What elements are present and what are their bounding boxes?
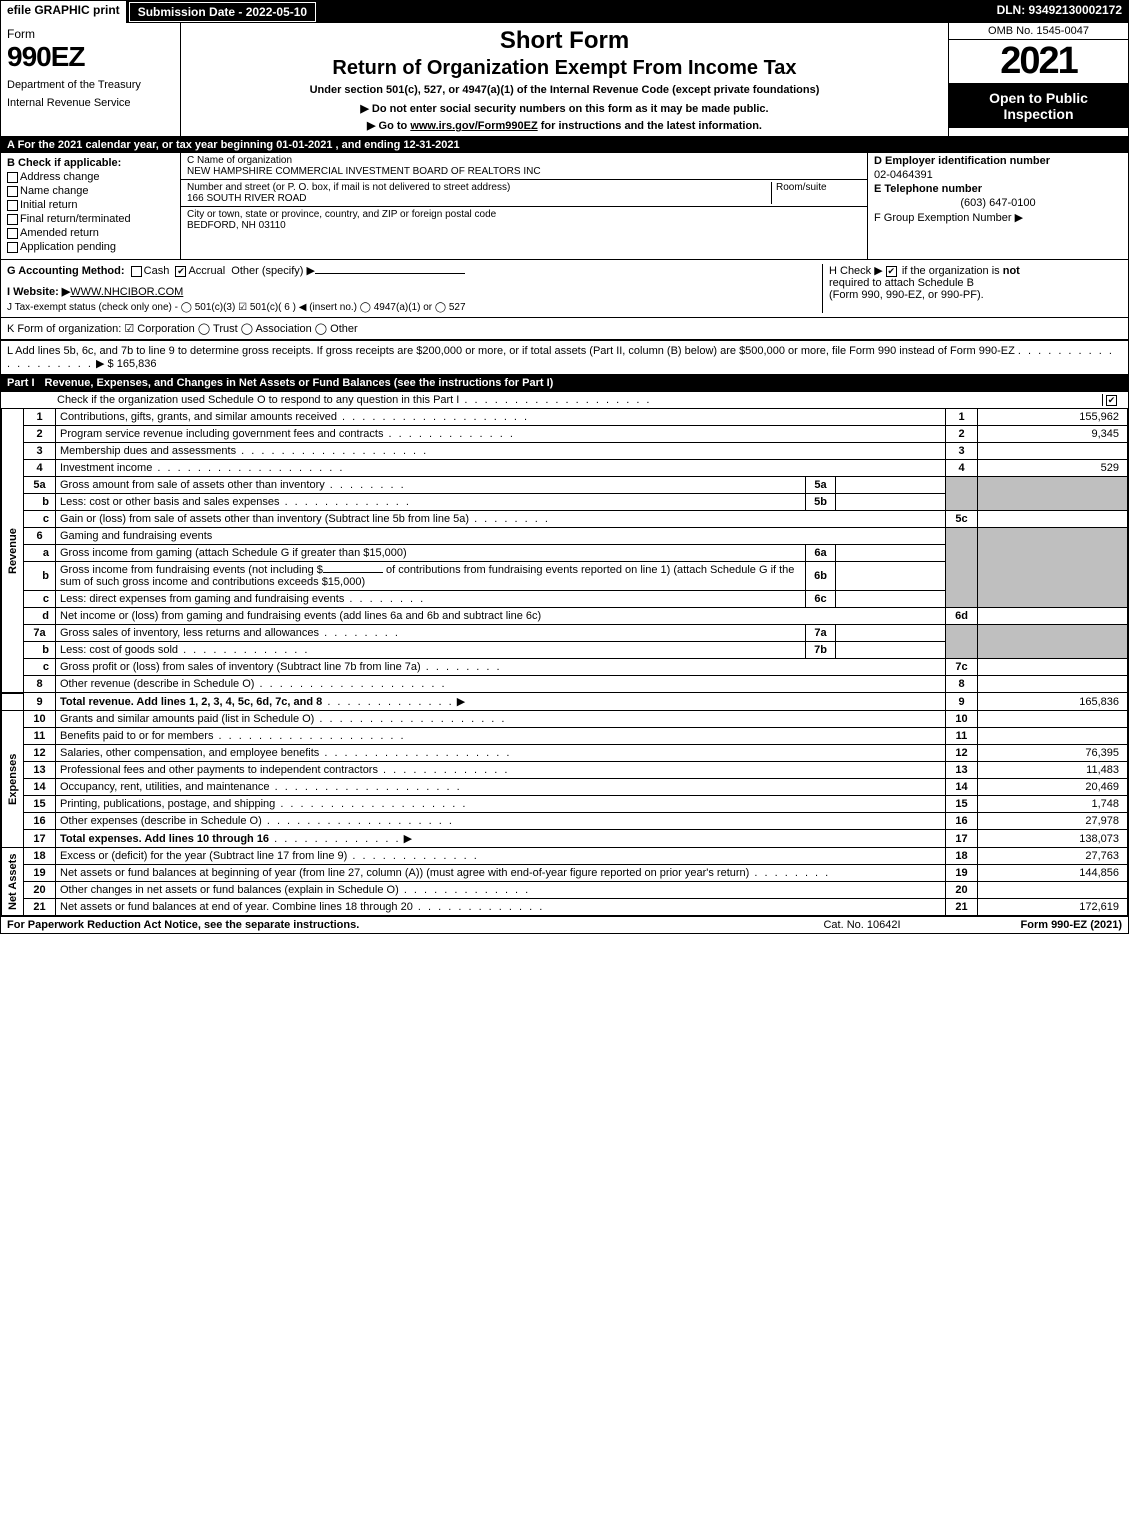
org-city: BEDFORD, NH 03110 bbox=[187, 220, 861, 231]
line-16-value: 27,978 bbox=[978, 813, 1128, 830]
chk-address-change[interactable]: Address change bbox=[7, 171, 174, 183]
line-20-value bbox=[978, 882, 1128, 899]
form-ref: Form 990-EZ (2021) bbox=[962, 919, 1122, 931]
dln: DLN: 93492130002172 bbox=[991, 1, 1128, 23]
form-number: 990EZ bbox=[7, 41, 174, 73]
part-i-check: Check if the organization used Schedule … bbox=[1, 392, 1128, 408]
cat-no: Cat. No. 10642I bbox=[762, 919, 962, 931]
revenue-vert-label: Revenue bbox=[2, 409, 24, 693]
line-17-value: 138,073 bbox=[978, 830, 1128, 848]
line-6d-value bbox=[978, 608, 1128, 625]
short-form-title: Short Form bbox=[185, 27, 944, 55]
city-label: City or town, state or province, country… bbox=[187, 209, 861, 220]
line-1-value: 155,962 bbox=[978, 409, 1128, 426]
line-10-value bbox=[978, 711, 1128, 728]
org-name: NEW HAMPSHIRE COMMERCIAL INVESTMENT BOAR… bbox=[187, 166, 861, 177]
col-b-checkboxes: B Check if applicable: Address change Na… bbox=[1, 153, 181, 259]
name-label: C Name of organization bbox=[187, 155, 861, 166]
tel-label: E Telephone number bbox=[874, 183, 982, 195]
form-header: Form 990EZ Department of the Treasury In… bbox=[1, 23, 1128, 137]
line-19-value: 144,856 bbox=[978, 865, 1128, 882]
return-title: Return of Organization Exempt From Incom… bbox=[185, 57, 944, 80]
schedule-o-check[interactable] bbox=[1106, 395, 1117, 406]
col-de: D Employer identification number 02-0464… bbox=[868, 153, 1128, 259]
ssn-warning: ▶ Do not enter social security numbers o… bbox=[185, 102, 944, 115]
row-h: H Check ▶ if the organization is not req… bbox=[822, 264, 1122, 313]
line-9-value: 165,836 bbox=[978, 693, 1128, 711]
goto-note: ▶ Go to www.irs.gov/Form990EZ for instru… bbox=[185, 119, 944, 132]
ein-value: 02-0464391 bbox=[874, 167, 1122, 183]
open-inspection: Open to Public Inspection bbox=[949, 84, 1128, 128]
line-2-value: 9,345 bbox=[978, 426, 1128, 443]
line-4-value: 529 bbox=[978, 460, 1128, 477]
lines-table: Revenue 1 Contributions, gifts, grants, … bbox=[1, 408, 1128, 916]
row-a-tax-year: A For the 2021 calendar year, or tax yea… bbox=[1, 137, 1128, 153]
chk-initial-return[interactable]: Initial return bbox=[7, 199, 174, 211]
row-j: J Tax-exempt status (check only one) - ◯… bbox=[7, 302, 822, 313]
submission-date: Submission Date - 2022-05-10 bbox=[129, 2, 316, 22]
addr-label: Number and street (or P. O. box, if mail… bbox=[187, 182, 771, 193]
subtitle: Under section 501(c), 527, or 4947(a)(1)… bbox=[185, 84, 944, 96]
line-3-value bbox=[978, 443, 1128, 460]
line-15-value: 1,748 bbox=[978, 796, 1128, 813]
col-c-org: C Name of organization NEW HAMPSHIRE COM… bbox=[181, 153, 868, 259]
paperwork-notice: For Paperwork Reduction Act Notice, see … bbox=[7, 919, 762, 931]
line-5c-value bbox=[978, 511, 1128, 528]
ein-label: D Employer identification number bbox=[874, 155, 1050, 167]
line-8-value bbox=[978, 676, 1128, 693]
dept-treasury: Department of the Treasury bbox=[7, 79, 174, 91]
form-word: Form bbox=[7, 27, 174, 41]
top-bar: efile GRAPHIC print Submission Date - 20… bbox=[1, 1, 1128, 23]
footer: For Paperwork Reduction Act Notice, see … bbox=[1, 916, 1128, 933]
line-14-value: 20,469 bbox=[978, 779, 1128, 796]
chk-name-change[interactable]: Name change bbox=[7, 185, 174, 197]
website-link[interactable]: WWW.NHCIBOR.COM bbox=[70, 286, 183, 298]
line-7c-value bbox=[978, 659, 1128, 676]
expenses-vert-label: Expenses bbox=[2, 711, 24, 848]
row-l: L Add lines 5b, 6c, and 7b to line 9 to … bbox=[1, 340, 1128, 374]
omb-number: OMB No. 1545-0047 bbox=[949, 23, 1128, 40]
line-18-value: 27,763 bbox=[978, 848, 1128, 865]
line-11-value bbox=[978, 728, 1128, 745]
dept-irs: Internal Revenue Service bbox=[7, 97, 174, 109]
row-g: G Accounting Method: Cash Accrual Other … bbox=[7, 264, 822, 277]
line-21-value: 172,619 bbox=[978, 899, 1128, 916]
tax-year: 2021 bbox=[949, 40, 1128, 84]
part-i-header: Part I Revenue, Expenses, and Changes in… bbox=[1, 374, 1128, 392]
chk-application-pending[interactable]: Application pending bbox=[7, 241, 174, 253]
org-address: 166 SOUTH RIVER ROAD bbox=[187, 193, 771, 204]
chk-amended-return[interactable]: Amended return bbox=[7, 227, 174, 239]
efile-label: efile GRAPHIC print bbox=[1, 1, 128, 23]
row-k: K Form of organization: ☑ Corporation ◯ … bbox=[1, 318, 1128, 340]
netassets-vert-label: Net Assets bbox=[2, 848, 24, 916]
chk-final-return[interactable]: Final return/terminated bbox=[7, 213, 174, 225]
row-i: I Website: ▶WWW.NHCIBOR.COM bbox=[7, 285, 822, 298]
group-exemption-label: F Group Exemption Number ▶ bbox=[874, 211, 1122, 224]
tel-value: (603) 647-0100 bbox=[874, 195, 1122, 211]
line-13-value: 11,483 bbox=[978, 762, 1128, 779]
room-label: Room/suite bbox=[771, 182, 861, 204]
irs-link[interactable]: www.irs.gov/Form990EZ bbox=[410, 120, 537, 132]
line-12-value: 76,395 bbox=[978, 745, 1128, 762]
